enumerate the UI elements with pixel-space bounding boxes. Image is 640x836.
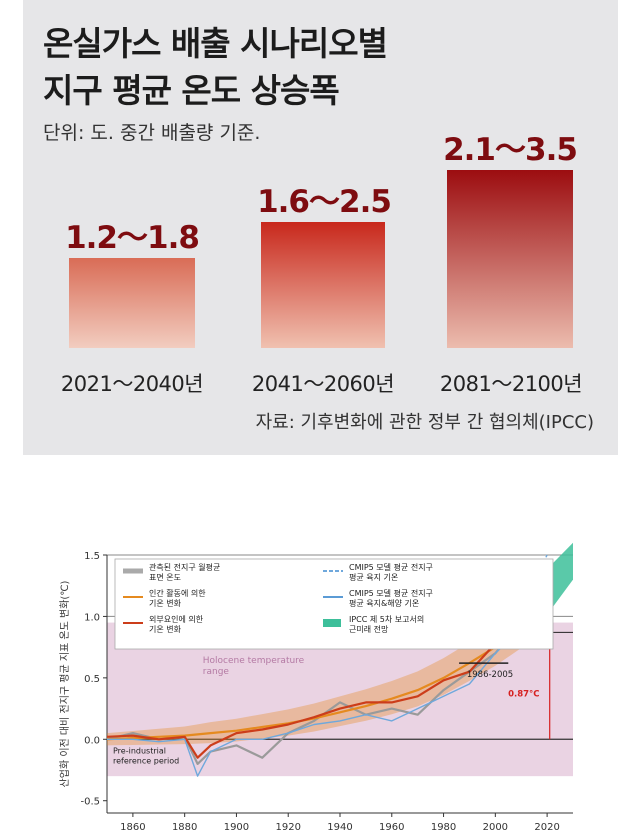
bar-category-label: 2081～2100년 — [439, 372, 583, 396]
bar-value-label: 1.2～1.8 — [65, 220, 200, 256]
y-tick-label: -0.5 — [80, 797, 100, 808]
legend-swatch — [323, 619, 341, 627]
legend-label: 근미래 전망 — [349, 624, 389, 634]
y-tick-label: 1.5 — [84, 551, 100, 562]
legend-label: 평균 육지&해양 기온 — [349, 598, 419, 608]
bar-value-label: 2.1～3.5 — [443, 132, 578, 168]
top-chart-title-line1: 온실가스 배출 시나리오별 — [43, 24, 388, 63]
cmip5-land-ocean-line — [107, 603, 540, 777]
legend-label: IPCC 제 5차 보고서의 — [349, 614, 424, 624]
legend-label: 관측된 전지구 월평균 — [149, 562, 220, 572]
x-tick-label: 1980 — [431, 822, 456, 833]
legend-label: 평균 육지 기온 — [349, 572, 398, 582]
legend-label: 인간 활동에 의한 — [149, 588, 206, 598]
legend-box — [114, 558, 554, 650]
preindustrial-label: Pre-industrial — [113, 746, 166, 755]
x-tick-label: 1880 — [172, 822, 197, 833]
x-tick-label: 1920 — [275, 822, 300, 833]
top-chart-panel: 온실가스 배출 시나리오별 지구 평균 온도 상승폭 단위: 도. 중간 배출량… — [23, 0, 618, 455]
unit-note: 단위: 도. 중간 배출량 기준. — [43, 122, 261, 144]
bar-category-label: 2041～2060년 — [251, 372, 395, 396]
x-tick-label: 1860 — [120, 822, 145, 833]
y-tick-label: 1.0 — [84, 612, 100, 623]
legend-label: CMIP5 모델 평균 전지구 — [349, 562, 433, 572]
preindustrial-label: reference period — [113, 756, 179, 765]
bar-2021-2040 — [69, 258, 195, 348]
delta-label: 0.87°C — [508, 689, 539, 699]
bar-value-label: 1.6～2.5 — [257, 184, 392, 220]
legend-label: 표면 온도 — [149, 572, 181, 582]
period-label: 1986-2005 — [467, 670, 513, 680]
top-chart-title-line2: 지구 평균 온도 상승폭 — [43, 71, 340, 110]
x-tick-label: 1960 — [379, 822, 404, 833]
source-note: 자료: 기후변화에 관한 정부 간 협의체(IPCC) — [255, 412, 594, 433]
x-tick-label: 1900 — [224, 822, 249, 833]
legend-label: CMIP5 모델 평균 전지구 — [349, 588, 433, 598]
holocene-label: Holocene temperature — [203, 656, 305, 666]
external-forcing-line — [106, 609, 540, 759]
temperature-chart: -0.5 0.0 0.5 1.0 1.5 1860 1880 1900 1920 1940 1960… — [58, 542, 573, 833]
x-tick-label: 2020 — [534, 822, 559, 833]
legend-label: 외부요인에 의한 — [149, 614, 204, 624]
bar-2041-2060 — [261, 222, 385, 348]
holocene-label: range — [203, 667, 230, 677]
bar-2081-2100 — [447, 170, 573, 348]
bar-category-label: 2021～2040년 — [60, 372, 204, 396]
legend-label: 기온 변화 — [149, 624, 182, 634]
y-tick-label: 0.5 — [84, 674, 100, 685]
legend-label: 기온 변화 — [149, 598, 182, 608]
y-tick-label: 0.0 — [84, 735, 100, 746]
x-tick-label: 2000 — [483, 822, 508, 833]
x-tick-label: 1940 — [327, 822, 352, 833]
y-axis-label: 산업화 이전 대비 전지구 평균 지표 온도 변화(℃) — [58, 580, 71, 787]
